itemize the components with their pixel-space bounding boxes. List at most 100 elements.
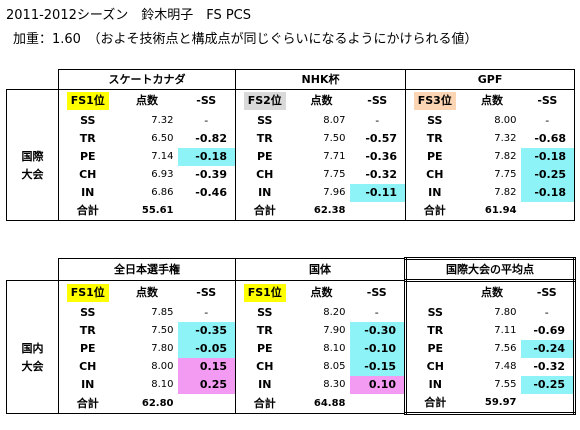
diff-cell: - (177, 304, 237, 322)
component-label: TR (58, 130, 117, 148)
score-cell: 8.00 (151, 361, 174, 372)
diff-cell: - (349, 112, 407, 130)
score-header: 点数 (310, 94, 333, 107)
component-label: CH (58, 166, 117, 184)
score-cell: 7.71 (323, 151, 346, 162)
diff-header: -SS (520, 89, 576, 112)
total-value: 55.61 (116, 202, 178, 221)
total-value: 62.38 (293, 202, 350, 221)
component-label: SS (257, 306, 273, 319)
component-label: PE (58, 148, 117, 166)
score-cell: 8.20 (323, 307, 346, 318)
event-header-skate-canada: スケートカナダ (58, 69, 236, 90)
diff-header: -SS (177, 89, 236, 112)
component-label: PE (58, 340, 117, 358)
event-header-gpf: GPF (405, 69, 576, 90)
component-label: SS (257, 114, 273, 127)
diff-cell-highlighted: -0.24 (520, 340, 577, 358)
diff-cell-highlighted: -0.11 (349, 184, 407, 202)
score-cell: 7.75 (494, 169, 517, 180)
weight-note: 加重：1.60 （およそ技術点と構成点が同じぐらいになるようにかけられる値） (13, 32, 478, 47)
score-cell: 8.07 (323, 115, 346, 126)
place-badge: FS3位 (413, 92, 456, 110)
place-badge: FS1位 (66, 283, 109, 302)
component-label: CH (256, 168, 274, 181)
diff-cell-highlighted: -0.25 (520, 166, 576, 184)
score-cell: 8.30 (323, 379, 346, 390)
total-label: 合計 (235, 394, 294, 414)
domestic-table: 全日本選手権 国体 国際大会の平均点 FS1位 点数 -SS FS1位 点数 -… (6, 257, 577, 415)
row-group-label-line1: 国際 (6, 148, 59, 166)
diff-cell-highlighted: -0.15 (349, 358, 407, 376)
diff-cell: -0.69 (520, 322, 577, 340)
total-label: 合計 (405, 202, 464, 221)
diff-header: -SS (177, 280, 237, 304)
score-header: 点数 (481, 286, 504, 299)
total-value: 61.94 (463, 202, 521, 221)
score-cell: 8.10 (151, 379, 174, 390)
score-cell: 6.50 (151, 133, 174, 144)
component-label: TR (404, 322, 464, 340)
score-cell: 8.10 (323, 343, 346, 354)
score-cell: 7.85 (151, 307, 174, 318)
component-label: TR (58, 322, 117, 340)
diff-cell: -0.39 (177, 166, 236, 184)
component-label: CH (58, 358, 117, 376)
place-badge: FS1位 (243, 283, 286, 302)
component-label: CH (426, 168, 444, 181)
score-cell: 7.55 (494, 379, 517, 390)
total-label: 合計 (235, 202, 294, 221)
component-label: PE (256, 342, 273, 355)
component-label: CH (404, 358, 464, 376)
page-title: 2011-2012シーズン 鈴木明子 FS PCS (6, 8, 252, 23)
score-cell: 7.80 (494, 307, 517, 318)
event-header-kokutai: 国体 (235, 258, 407, 281)
diff-cell-highlighted: -0.30 (349, 322, 407, 340)
score-cell: 7.82 (494, 187, 517, 198)
component-label: TR (256, 132, 273, 145)
diff-header: -SS (349, 89, 407, 112)
event-header-all-japan: 全日本選手権 (57, 258, 237, 281)
total-value: 62.80 (116, 394, 178, 414)
diff-cell: -0.82 (177, 130, 236, 148)
component-label: TR (426, 132, 443, 145)
diff-cell: -0.32 (349, 166, 407, 184)
event-header-nhk: NHK杯 (234, 69, 407, 90)
component-label: IN (58, 184, 117, 202)
component-label: SS (404, 304, 464, 322)
score-cell: 7.82 (494, 151, 517, 162)
score-cell: 7.50 (151, 325, 174, 336)
diff-cell: - (520, 304, 577, 322)
component-label: IN (404, 376, 464, 394)
score-cell: 7.96 (323, 187, 346, 198)
score-cell: 7.14 (151, 151, 174, 162)
component-label: IN (258, 378, 272, 391)
score-header: 点数 (310, 285, 333, 299)
total-label: 合計 (404, 394, 464, 415)
component-label: SS (427, 114, 443, 127)
diff-cell-highlighted: 0.15 (177, 358, 237, 376)
score-cell: 7.32 (151, 115, 174, 126)
diff-cell-highlighted: -0.18 (520, 184, 576, 202)
diff-cell-highlighted: 0.10 (349, 376, 407, 394)
component-label: IN (428, 186, 442, 199)
diff-cell: - (349, 304, 407, 322)
place-badge: FS2位 (243, 92, 286, 110)
component-label: SS (58, 112, 117, 130)
score-cell: 7.11 (494, 325, 517, 336)
total-label: 合計 (58, 202, 117, 221)
diff-header: -SS (349, 280, 407, 304)
intl-table: スケートカナダ NHK杯 GPF FS1位 点数 -SS FS2位 点数 -SS… (6, 69, 576, 221)
diff-cell-highlighted: -0.18 (177, 148, 236, 166)
diff-cell: -0.57 (349, 130, 407, 148)
row-group-label-line2: 大会 (6, 358, 59, 376)
score-cell: 7.90 (323, 325, 346, 336)
score-header: 点数 (136, 285, 158, 299)
component-label: IN (258, 186, 272, 199)
diff-cell: - (520, 112, 576, 130)
score-header: 点数 (136, 94, 158, 107)
score-cell: 8.00 (494, 115, 517, 126)
total-value: 64.88 (293, 394, 350, 414)
diff-cell: -0.68 (520, 130, 576, 148)
score-cell: 6.93 (151, 169, 174, 180)
